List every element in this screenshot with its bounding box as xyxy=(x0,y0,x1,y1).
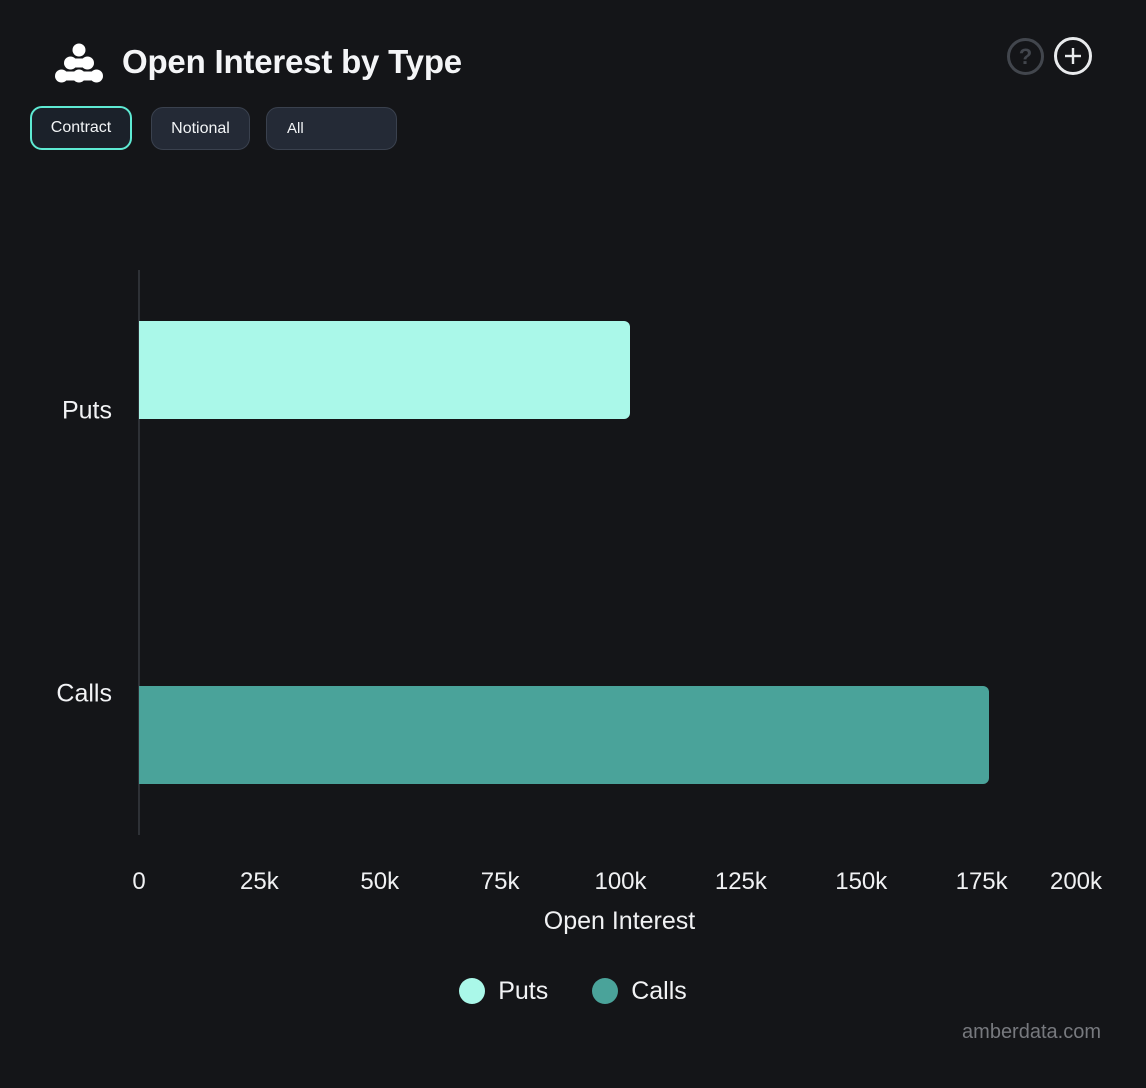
x-axis-tick: 25k xyxy=(240,868,279,895)
page-title: Open Interest by Type xyxy=(122,43,462,80)
x-axis-tick: 0 xyxy=(132,868,146,895)
chart-legend: Puts Calls xyxy=(0,975,1146,1007)
legend-label: Puts xyxy=(498,976,549,1005)
contract-toggle-button[interactable]: Contract xyxy=(30,106,132,150)
add-button[interactable] xyxy=(1054,37,1092,75)
x-axis-tick: 125k xyxy=(714,868,767,895)
x-axis-title: Open Interest xyxy=(543,907,696,935)
y-axis-label-puts: Puts xyxy=(61,396,112,425)
x-axis-tick: 150k xyxy=(835,868,888,895)
help-button[interactable]: ? xyxy=(1007,38,1044,75)
x-axis-tick: 75k xyxy=(480,868,520,895)
cluster-dots-icon xyxy=(55,43,103,83)
bar-calls[interactable] xyxy=(139,686,989,784)
plus-icon xyxy=(1065,48,1081,64)
x-axis-tick: 175k xyxy=(955,868,1008,895)
question-mark-icon: ? xyxy=(1018,43,1033,69)
y-axis-label-calls: Calls xyxy=(56,679,112,708)
legend-dot-icon xyxy=(592,978,619,1004)
legend-dot-icon xyxy=(459,978,486,1004)
y-axis-line xyxy=(138,270,140,835)
legend-label: Calls xyxy=(631,976,687,1005)
legend-item-puts[interactable]: Puts xyxy=(459,977,548,1006)
legend-item-calls[interactable]: Calls xyxy=(592,977,687,1006)
series-filter-dropdown[interactable]: All xyxy=(266,107,397,150)
bar-puts[interactable] xyxy=(139,321,631,419)
notional-toggle-button[interactable]: Notional xyxy=(151,107,250,150)
x-axis-tick: 100k xyxy=(594,868,647,895)
watermark: amberdata.com xyxy=(962,1021,1101,1043)
x-axis-tick: 200k xyxy=(1049,868,1103,895)
x-axis-tick: 50k xyxy=(360,868,400,895)
